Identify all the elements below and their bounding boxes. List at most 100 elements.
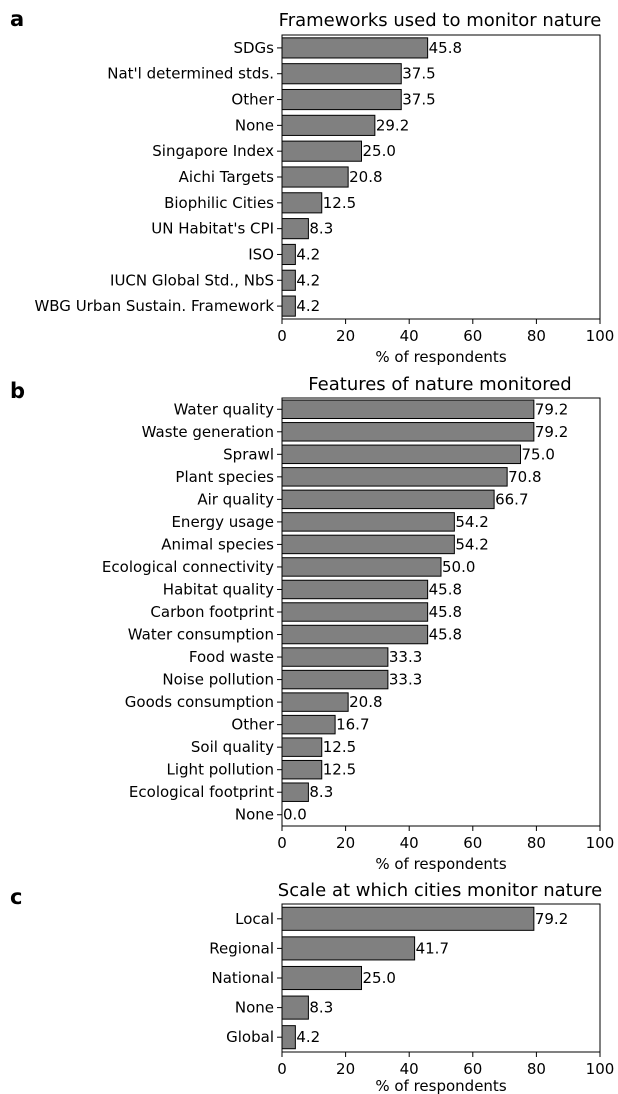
category-label: Water consumption: [128, 626, 274, 644]
value-label: 4.2: [296, 271, 320, 289]
category-label: Habitat quality: [163, 580, 274, 598]
value-label: 16.7: [336, 716, 369, 734]
bar: [281, 1025, 296, 1050]
value-label: 54.2: [455, 535, 488, 553]
x-tick-label: 40: [400, 1060, 419, 1078]
value-label: 4.2: [296, 245, 320, 263]
bar: [281, 37, 429, 59]
x-axis-label: % of respondents: [375, 855, 506, 873]
value-label: 79.2: [535, 910, 568, 928]
value-label: 45.8: [429, 626, 462, 644]
category-label: Waste generation: [142, 423, 274, 441]
value-label: 12.5: [323, 761, 356, 779]
value-label: 20.8: [349, 693, 382, 711]
x-tick-label: 60: [463, 1060, 482, 1078]
value-label: 66.7: [495, 490, 528, 508]
x-axis-label: % of respondents: [375, 348, 506, 366]
bar: [281, 399, 535, 419]
bar-group: 45.8 37.5 37.5 29.2 25.0 20.8 12.5 8.3 4.2 4.2 4.2: [281, 37, 462, 317]
category-label: IUCN Global Std., NbS: [110, 271, 274, 289]
value-label: 25.0: [363, 969, 396, 987]
chart-title: Scale at which cities monitor nature: [278, 880, 602, 901]
category-label: Sprawl: [223, 445, 274, 463]
category-label: Water quality: [174, 400, 275, 418]
category-label: Food waste: [189, 648, 274, 666]
bar: [281, 782, 309, 802]
value-label: 0.0: [283, 806, 307, 824]
bar: [281, 467, 508, 487]
category-label: Ecological footprint: [129, 783, 274, 801]
bar: [281, 647, 389, 667]
x-tick-label: 80: [527, 327, 546, 345]
x-tick-label: 40: [400, 834, 419, 852]
bar-group: 79.2 79.2 75.0 70.8 66.7 54.2 54.2 50.0 45.8 45.8…: [281, 399, 568, 824]
chart-title: Features of nature monitored: [308, 374, 571, 395]
value-label: 25.0: [363, 142, 396, 160]
value-label: 79.2: [535, 423, 568, 441]
x-tick-label: 80: [527, 1060, 546, 1078]
category-label: Plant species: [175, 468, 274, 486]
bar: [281, 737, 323, 757]
bar: [281, 557, 442, 577]
category-label: UN Habitat's CPI: [151, 220, 274, 238]
category-label: None: [235, 116, 274, 134]
value-label: 33.3: [389, 671, 422, 689]
bar: [281, 579, 429, 600]
category-label: SDGs: [233, 39, 274, 57]
bar-group: 79.2 41.7 25.0 8.3 4.2: [281, 906, 568, 1050]
x-tick-label: 20: [336, 834, 355, 852]
category-label: Singapore Index: [152, 142, 274, 160]
panel-letter: a: [10, 7, 24, 31]
x-axis: SDGs Nat'l determined stds. Other None Singa…: [34, 39, 614, 345]
x-tick-label: 40: [400, 327, 419, 345]
category-label: None: [235, 999, 274, 1017]
bar: [281, 624, 429, 645]
bar: [281, 422, 535, 442]
bar: [281, 444, 521, 465]
x-tick-label: 100: [586, 327, 615, 345]
x-tick-label: 100: [586, 1060, 615, 1078]
category-label: Regional: [209, 939, 274, 957]
x-axis-label: % of respondents: [375, 1077, 506, 1094]
value-label: 8.3: [309, 783, 333, 801]
bar: [281, 166, 349, 188]
value-label: 75.0: [522, 445, 555, 463]
x-tick-label: 100: [586, 834, 615, 852]
category-label: Noise pollution: [162, 671, 274, 689]
panel-letter: c: [10, 885, 22, 909]
category-label: Soil quality: [191, 738, 274, 756]
bar: [281, 140, 362, 162]
x-tick-label: 0: [277, 834, 287, 852]
value-label: 37.5: [402, 91, 435, 109]
category-label: National: [211, 969, 274, 987]
category-label: Other: [231, 91, 274, 109]
bar: [281, 995, 309, 1020]
bar: [281, 295, 296, 317]
category-label: None: [235, 806, 274, 824]
bar: [281, 489, 495, 510]
value-label: 70.8: [508, 468, 541, 486]
bar: [281, 88, 402, 111]
bar: [281, 243, 296, 266]
bar: [281, 906, 535, 931]
bar: [281, 63, 402, 85]
category-label: Animal species: [161, 535, 274, 553]
bar: [281, 759, 323, 780]
bar: [281, 936, 416, 961]
x-tick-label: 60: [463, 327, 482, 345]
panel-c: c Scale at which cities monitor nature 7…: [10, 880, 614, 1094]
category-label: Local: [235, 910, 274, 928]
category-label: Global: [226, 1028, 274, 1046]
value-label: 41.7: [416, 939, 449, 957]
chart-title: Frameworks used to monitor nature: [279, 10, 602, 31]
value-label: 37.5: [402, 65, 435, 83]
value-label: 12.5: [323, 194, 356, 212]
category-label: Energy usage: [171, 513, 274, 531]
bar: [281, 192, 323, 214]
value-label: 8.3: [309, 999, 333, 1017]
category-label: Aichi Targets: [179, 168, 275, 186]
bar: [281, 218, 309, 240]
x-tick-label: 80: [527, 834, 546, 852]
